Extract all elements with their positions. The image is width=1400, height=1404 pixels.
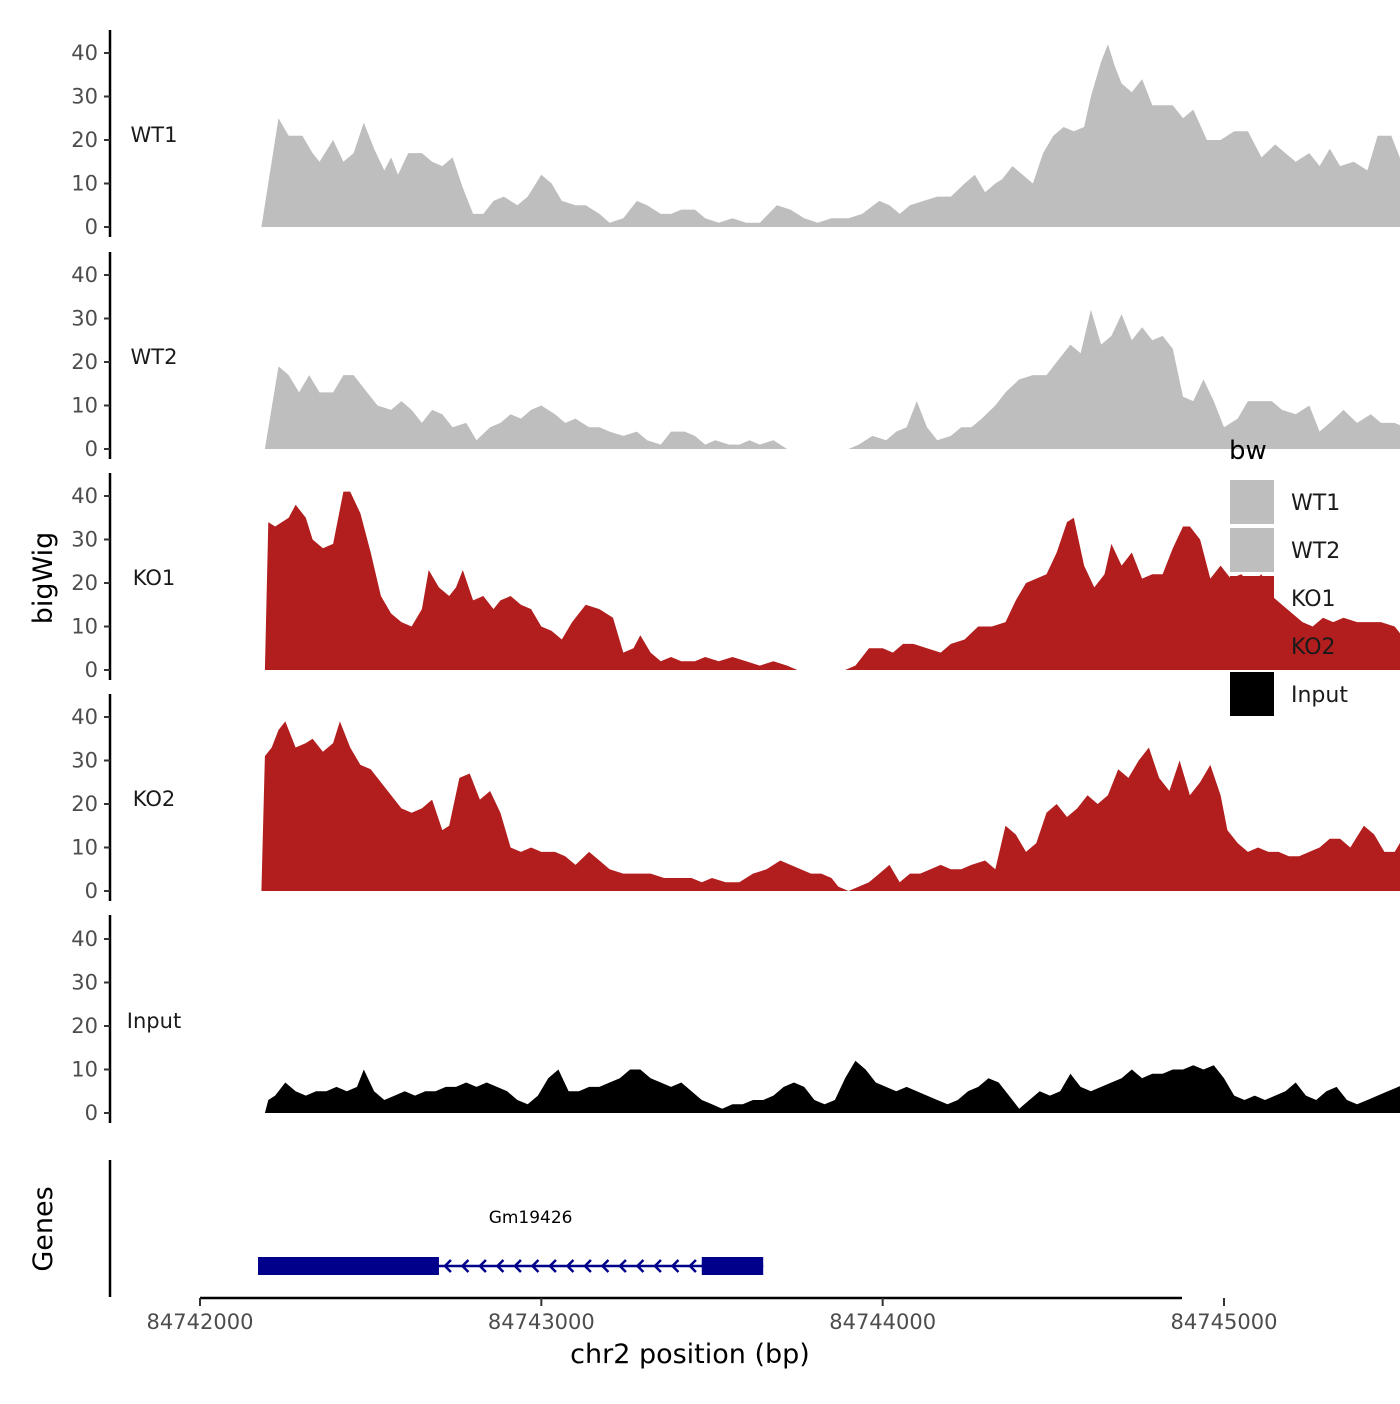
area-wt2 (264, 309, 1400, 449)
y-tick-label: 20 (71, 571, 98, 595)
y-tick-label: 40 (71, 263, 98, 287)
gene-exon (258, 1257, 439, 1275)
y-tick-label: 40 (71, 484, 98, 508)
track-panels: 0 10 20 30 40 WT1 0 10 20 30 40 WT2 0 10 20 30 40 KO1 0 10 2… (71, 30, 1400, 1125)
y-tick-label: 30 (71, 528, 98, 552)
legend-label-wt1: WT1 (1291, 491, 1340, 516)
genes-panel: Gm19426 (108, 1160, 764, 1297)
strand-chevron (530, 1259, 540, 1273)
track-label: WT2 (131, 345, 178, 369)
area-wt1 (261, 44, 1400, 227)
y-tick-label: 0 (85, 1101, 98, 1125)
legend-key-ko2 (1230, 624, 1274, 668)
y-tick-label: 10 (71, 394, 98, 418)
x-tick-label: 84742000 (147, 1310, 254, 1334)
x-axis-label: chr2 position (bp) (570, 1339, 810, 1370)
y-tick-label: 20 (71, 792, 98, 816)
legend-label-ko1: KO1 (1291, 587, 1336, 612)
track-input: 0 10 20 30 40 Input (71, 915, 1400, 1125)
legend-key-input (1230, 672, 1274, 716)
track-wt1: 0 10 20 30 40 WT1 (71, 30, 1400, 239)
strand-chevron (583, 1259, 592, 1273)
track-wt2: 0 10 20 30 40 WT2 (71, 252, 1400, 461)
area-ko2 (261, 721, 1400, 891)
y-tick-label: 20 (71, 1014, 98, 1038)
legend: bw WT1 WT2 KO1 KO2 Input (1229, 436, 1348, 716)
y-tick-label: 0 (85, 658, 98, 682)
track-label: KO2 (133, 787, 176, 811)
y-tick-label: 40 (71, 927, 98, 951)
y-tick-label: 30 (71, 85, 98, 109)
x-axis: 84742000 84743000 84744000 84745000 (147, 1296, 1278, 1334)
y-tick-label: 10 (71, 615, 98, 639)
legend-label-ko2: KO2 (1291, 635, 1336, 660)
strand-chevron (478, 1259, 487, 1273)
y-axis-label: bigWig (28, 532, 59, 625)
y-tick-label: 30 (71, 307, 98, 331)
strand-chevron (460, 1259, 470, 1273)
y-tick-label: 0 (85, 215, 98, 239)
track-label: KO1 (133, 566, 176, 590)
x-tick-label: 84745000 (1171, 1310, 1278, 1334)
strand-chevron (513, 1259, 522, 1273)
track-ko2: 0 10 20 30 40 KO2 (71, 694, 1400, 903)
y-tick-label: 20 (71, 128, 98, 152)
legend-key-wt2 (1230, 528, 1274, 572)
track-label: WT1 (131, 123, 178, 147)
area-input (264, 1060, 1400, 1113)
track-label: Input (127, 1009, 181, 1033)
strand-chevron (600, 1259, 610, 1273)
gene-name-label: Gm19426 (489, 1208, 573, 1228)
y-tick-label: 30 (71, 971, 98, 995)
y-tick-label: 10 (71, 836, 98, 860)
legend-label-input: Input (1291, 683, 1348, 708)
track-ko1: 0 10 20 30 40 KO1 (71, 473, 1400, 682)
y-tick-label: 40 (71, 705, 98, 729)
gene-exon (701, 1257, 764, 1275)
legend-label-wt2: WT2 (1291, 539, 1340, 564)
strand-chevron (443, 1259, 452, 1273)
y-tick-label: 10 (71, 172, 98, 196)
strand-chevron (670, 1259, 680, 1273)
gene-gm19426: Gm19426 (258, 1208, 764, 1275)
area-ko1 (264, 491, 1400, 670)
legend-key-ko1 (1230, 576, 1274, 620)
strand-chevron (495, 1259, 505, 1273)
y-tick-label: 0 (85, 879, 98, 903)
strand-chevron (688, 1259, 697, 1273)
x-tick-label: 84743000 (488, 1310, 595, 1334)
y-tick-label: 30 (71, 749, 98, 773)
x-tick-label: 84744000 (829, 1310, 936, 1334)
strand-chevron (635, 1259, 645, 1273)
strand-chevron (565, 1259, 575, 1273)
strand-chevron (618, 1259, 627, 1273)
y-tick-label: 20 (71, 350, 98, 374)
strand-chevron (548, 1259, 557, 1273)
strand-chevron (653, 1259, 662, 1273)
legend-title: bw (1229, 436, 1267, 466)
legend-key-wt1 (1230, 480, 1274, 524)
y-tick-label: 0 (85, 437, 98, 461)
y-tick-label: 10 (71, 1058, 98, 1082)
genes-axis-label: Genes (28, 1186, 59, 1271)
y-tick-label: 40 (71, 41, 98, 65)
